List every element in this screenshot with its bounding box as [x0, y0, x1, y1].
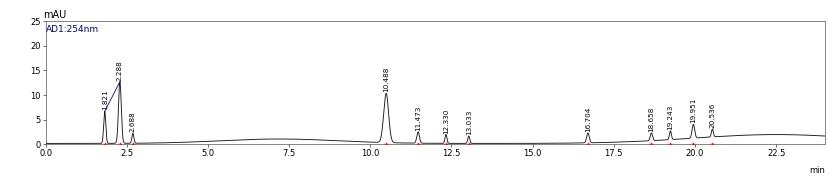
Text: 20.536: 20.536: [709, 103, 715, 128]
Text: 2.688: 2.688: [130, 112, 136, 132]
Text: 16.704: 16.704: [585, 107, 590, 132]
Text: 19.243: 19.243: [667, 104, 672, 130]
Text: 10.488: 10.488: [383, 67, 388, 92]
Text: mAU: mAU: [43, 10, 66, 20]
Text: min: min: [808, 166, 824, 175]
Text: 13.033: 13.033: [465, 110, 471, 135]
Text: AD1:254nm: AD1:254nm: [46, 25, 99, 34]
Text: 1.821: 1.821: [102, 90, 108, 110]
Text: 11.473: 11.473: [415, 105, 421, 131]
Text: 2.288: 2.288: [117, 60, 123, 81]
Text: 18.658: 18.658: [647, 106, 653, 132]
Text: 19.951: 19.951: [690, 98, 696, 123]
Text: 12.330: 12.330: [442, 108, 449, 134]
